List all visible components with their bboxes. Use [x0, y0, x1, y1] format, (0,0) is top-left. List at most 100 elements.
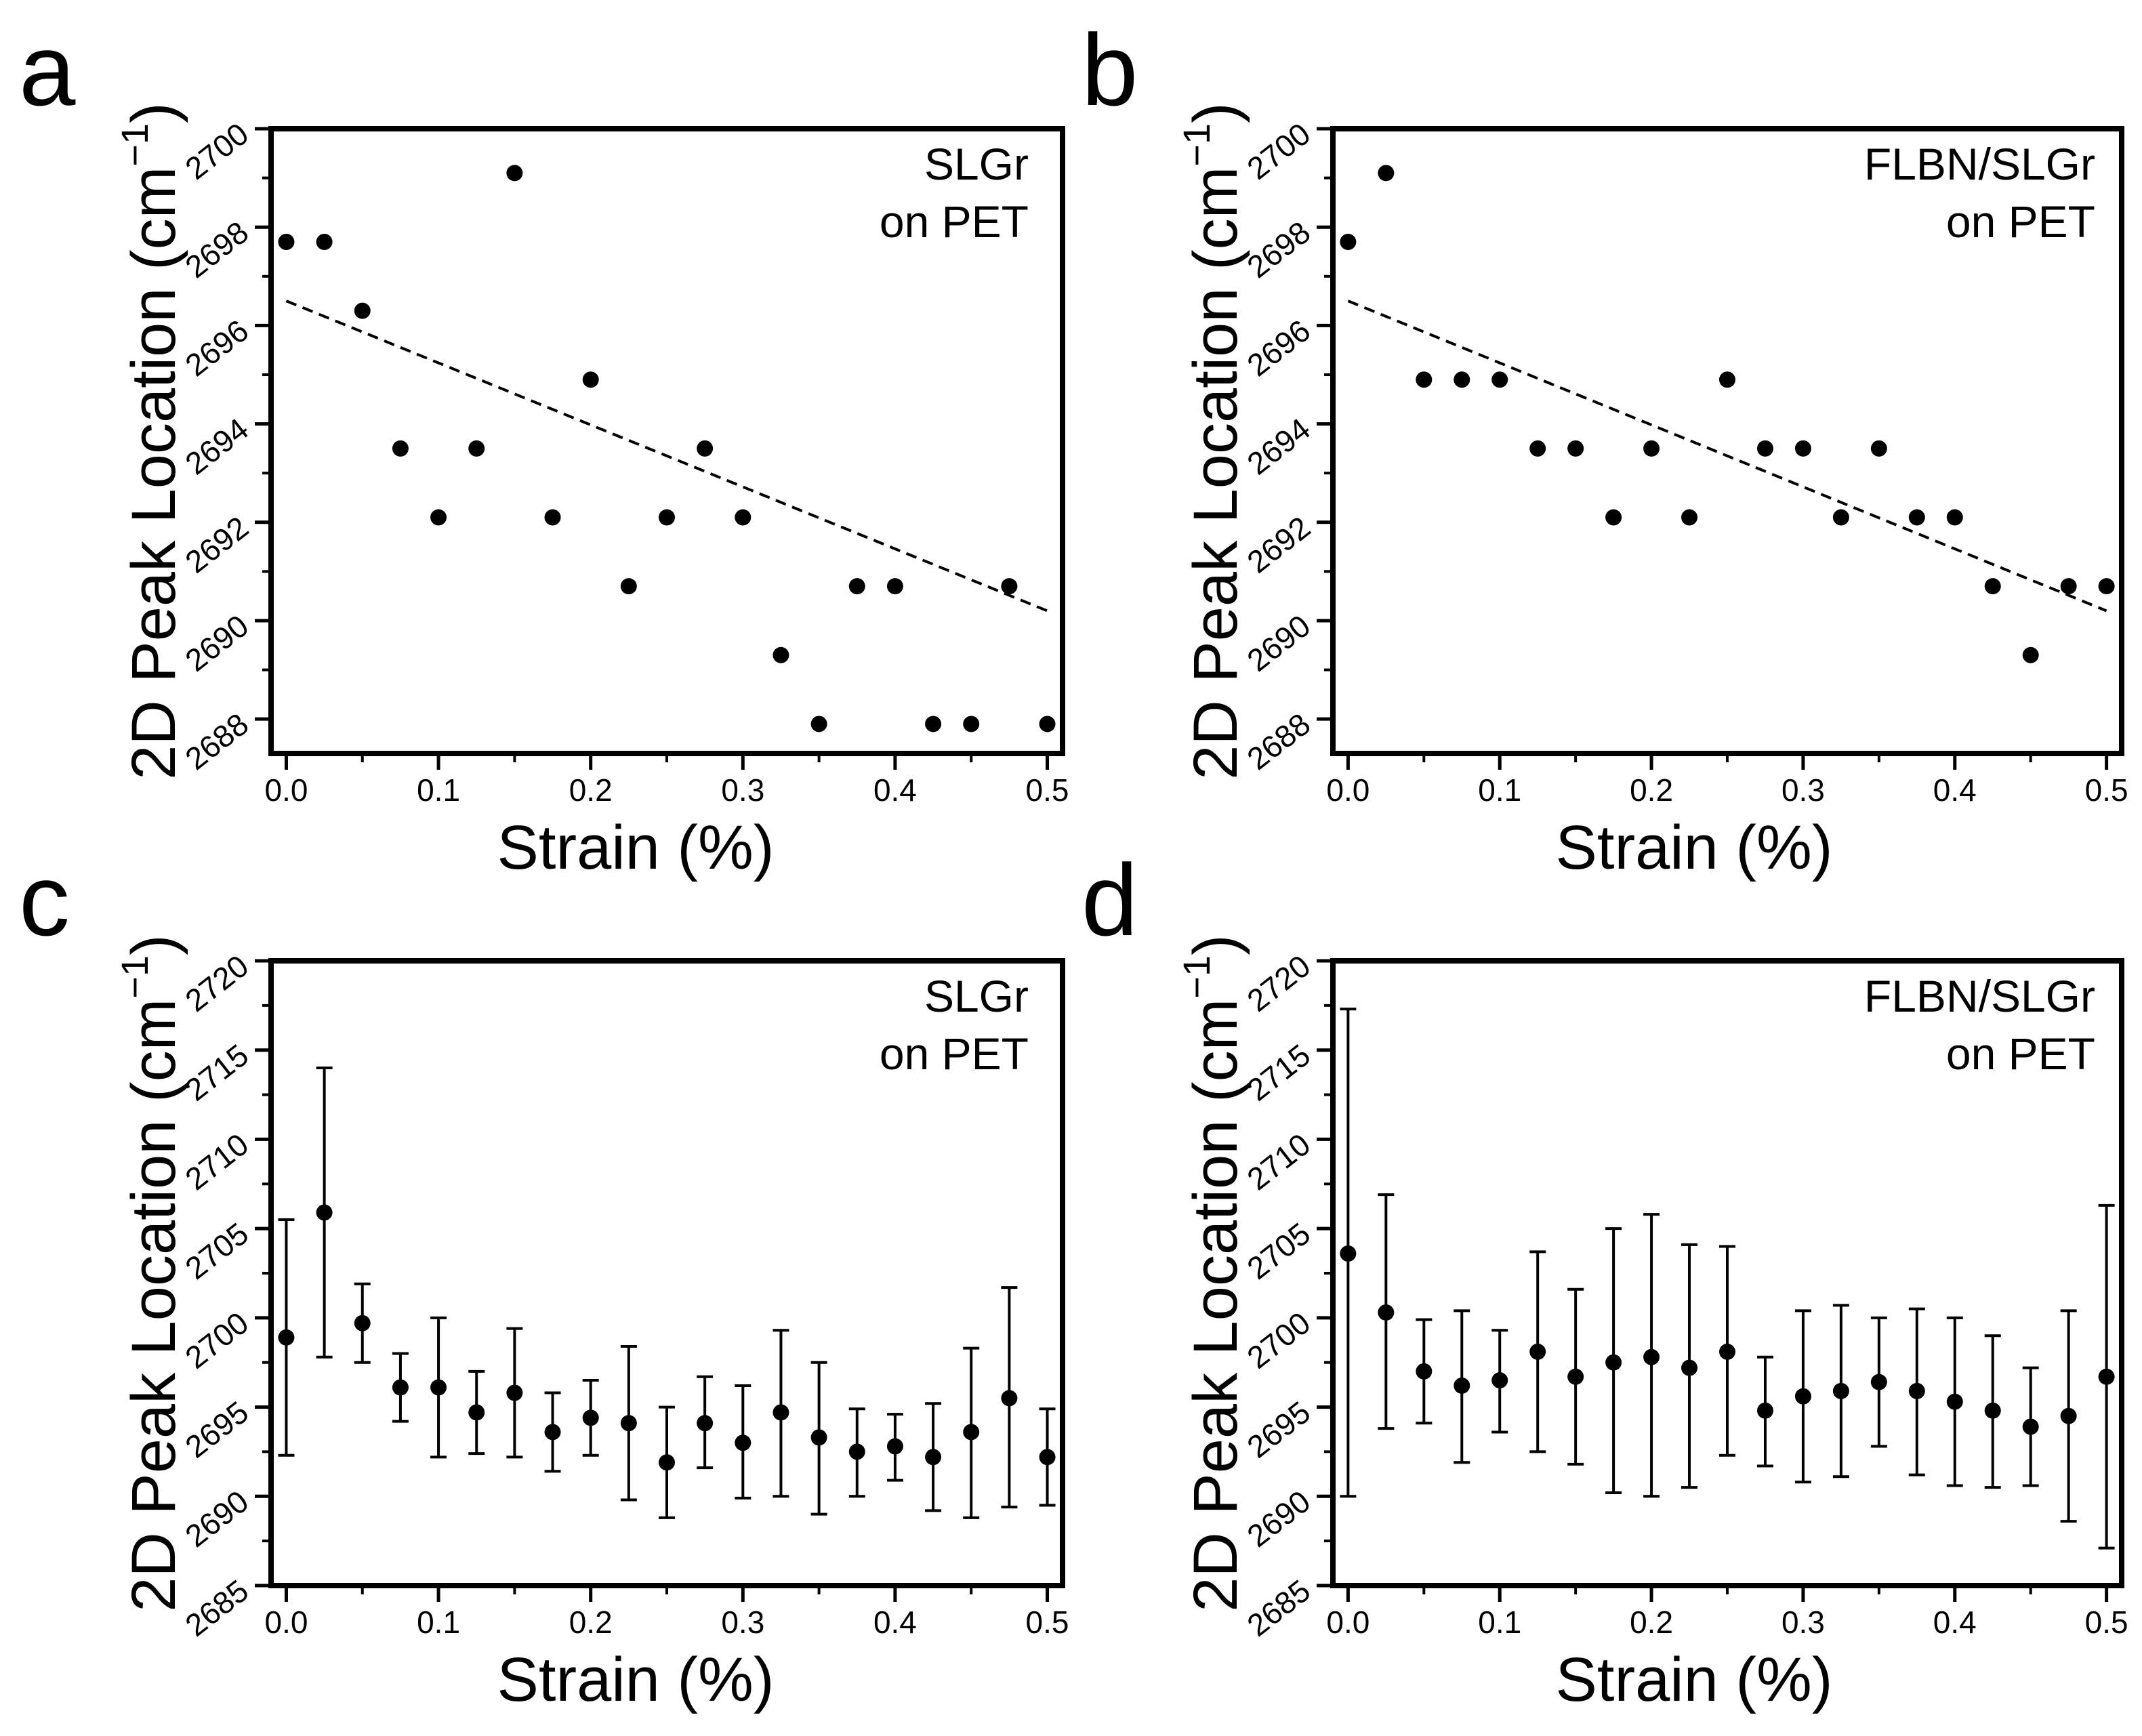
legend-line-2: on PET — [880, 197, 1029, 247]
data-point — [2022, 1418, 2039, 1435]
data-point — [582, 1409, 599, 1426]
data-point — [1832, 1382, 1849, 1399]
x-tick-label: 0.2 — [569, 1605, 613, 1640]
x-tick-label: 0.5 — [1026, 1605, 1069, 1640]
data-point — [810, 1429, 827, 1446]
x-tick-label: 0.1 — [1478, 1605, 1521, 1640]
data-point — [1719, 1343, 1735, 1360]
x-axis-title: Strain (%) — [1556, 1645, 1833, 1714]
y-axis-title-close: ) — [119, 102, 188, 123]
y-tick-label: 2690 — [178, 608, 255, 678]
x-tick-label: 0.2 — [1630, 1605, 1673, 1640]
legend-line-2: on PET — [880, 1029, 1029, 1079]
data-point — [848, 1443, 865, 1460]
y-tick-label: 2695 — [1240, 1394, 1317, 1464]
legend-line-1: SLGr — [924, 139, 1029, 189]
data-point — [1529, 440, 1546, 457]
x-tick-label: 0.0 — [264, 1605, 308, 1640]
y-tick-label: 2690 — [178, 1483, 255, 1554]
data-point — [620, 578, 637, 595]
y-axis-title-main: 2D Peak Location (cm — [1181, 167, 1250, 780]
y-tick-label: 2720 — [1240, 948, 1317, 1018]
x-tick-label: 0.5 — [2085, 1605, 2128, 1640]
data-point — [1378, 1304, 1395, 1321]
x-tick-label: 0.3 — [721, 772, 764, 808]
y-axis-title-main: 2D Peak Location (cm — [119, 167, 188, 780]
y-axis-title-close: ) — [119, 934, 188, 955]
data-point — [2022, 646, 2039, 663]
data-point — [2098, 578, 2115, 595]
x-tick-label: 0.3 — [721, 1605, 764, 1640]
y-tick-label: 2690 — [1240, 1483, 1317, 1554]
y-tick-label: 2695 — [178, 1394, 255, 1464]
data-point — [1491, 371, 1508, 388]
data-point — [1643, 440, 1660, 457]
data-point — [506, 165, 523, 182]
data-point — [659, 509, 675, 526]
x-tick-label: 0.3 — [1781, 1605, 1825, 1640]
data-point — [620, 1415, 637, 1432]
data-point — [697, 1415, 714, 1432]
x-tick-label: 0.3 — [1781, 772, 1825, 808]
data-point — [963, 716, 980, 732]
legend-line-2: on PET — [1946, 1029, 2095, 1079]
data-point — [468, 1404, 485, 1421]
data-point — [1908, 1382, 1925, 1399]
data-point — [392, 1379, 409, 1396]
data-point — [1870, 440, 1887, 457]
y-axis-title-exponent: −1 — [113, 123, 156, 167]
data-point — [1832, 509, 1849, 526]
data-point — [354, 1315, 371, 1331]
x-tick-label: 0.4 — [1933, 1605, 1977, 1640]
y-tick-label: 2700 — [178, 1305, 255, 1376]
y-tick-label: 2700 — [1240, 116, 1317, 186]
data-point — [506, 1384, 523, 1401]
data-point — [2060, 578, 2077, 595]
y-tick-label: 2692 — [1240, 510, 1317, 580]
data-point — [1908, 509, 1925, 526]
data-point — [278, 1329, 295, 1346]
data-point — [886, 1438, 903, 1455]
data-point — [1567, 440, 1584, 457]
legend-line-2: on PET — [1946, 197, 2095, 247]
x-tick-label: 0.1 — [417, 1605, 460, 1640]
x-tick-label: 0.2 — [569, 772, 613, 808]
legend-line-1: FLBN/SLGr — [1864, 971, 2095, 1021]
data-point — [2060, 1407, 2077, 1424]
y-axis-title-close: ) — [1181, 934, 1250, 955]
y-axis-title-exponent: −1 — [1175, 123, 1218, 167]
data-point — [735, 1434, 751, 1451]
x-tick-label: 0.4 — [1933, 772, 1977, 808]
y-tick-label: 2688 — [178, 706, 255, 777]
legend-line-1: SLGr — [924, 971, 1029, 1021]
data-point — [810, 716, 827, 732]
data-point — [1340, 233, 1357, 250]
y-tick-label: 2688 — [1240, 706, 1317, 777]
data-point — [1756, 440, 1773, 457]
data-point — [1378, 165, 1395, 182]
data-point — [1681, 509, 1698, 526]
data-point — [1001, 1390, 1018, 1407]
y-tick-label: 2700 — [178, 116, 255, 186]
x-axis-title: Strain (%) — [1556, 813, 1833, 882]
data-point — [1794, 1388, 1811, 1405]
data-point — [1416, 371, 1433, 388]
data-point — [735, 509, 751, 526]
data-point — [468, 440, 485, 457]
data-point — [1946, 509, 1963, 526]
x-tick-label: 0.0 — [1326, 1605, 1369, 1640]
data-point — [1794, 440, 1811, 457]
y-axis-title-main: 2D Peak Location (cm — [119, 999, 188, 1612]
y-axis-title-main: 2D Peak Location (cm — [1181, 999, 1250, 1612]
data-point — [278, 233, 295, 250]
data-point — [963, 1424, 980, 1441]
data-point — [316, 1204, 333, 1221]
panel-label: a — [19, 13, 76, 127]
data-point — [1643, 1348, 1660, 1365]
data-point — [1454, 1377, 1470, 1394]
data-point — [1870, 1373, 1887, 1390]
y-axis-title: 2D Peak Location (cm−1) — [113, 934, 188, 1612]
data-point — [1039, 716, 1056, 732]
panel-label: c — [19, 843, 70, 957]
y-tick-label: 2720 — [178, 948, 255, 1018]
